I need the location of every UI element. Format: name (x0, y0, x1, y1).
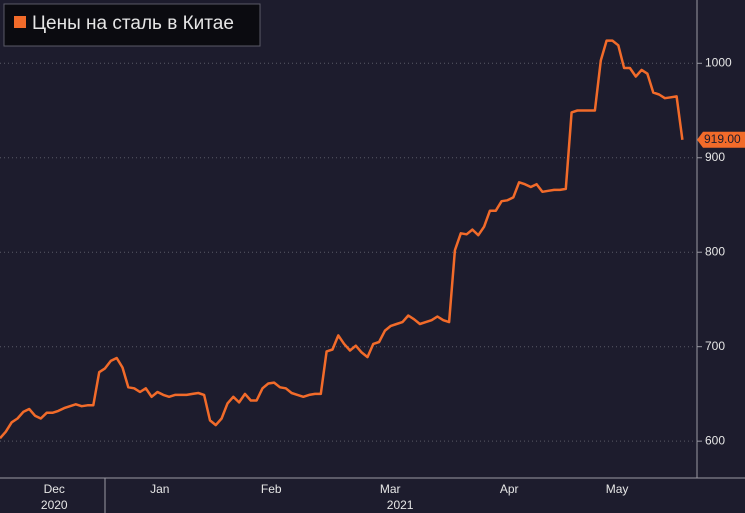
x-tick-label: Jan (150, 482, 169, 496)
price-line (0, 39, 684, 440)
legend-box (3, 3, 261, 47)
x-tick-label: May (606, 482, 629, 496)
legend: Цены на сталь в Китае (3, 3, 261, 47)
legend-swatch (14, 16, 26, 28)
x-tick-label: Apr (500, 482, 519, 496)
x-tick-label: Mar (380, 482, 401, 496)
x-tick-label: Dec (44, 482, 65, 496)
y-tick-label: 900 (705, 150, 725, 164)
last-value-tag (697, 131, 745, 148)
y-tick-label: 1000 (705, 55, 732, 69)
year-label: 2021 (387, 498, 414, 512)
last-value-label: 919.00 (704, 132, 741, 146)
y-tick-label: 800 (705, 244, 725, 258)
y-tick-label: 600 (705, 433, 725, 447)
y-tick-label: 700 (705, 339, 725, 353)
year-label: 2020 (41, 498, 68, 512)
legend-label: Цены на сталь в Китае (32, 13, 234, 34)
x-tick-label: Feb (261, 482, 282, 496)
